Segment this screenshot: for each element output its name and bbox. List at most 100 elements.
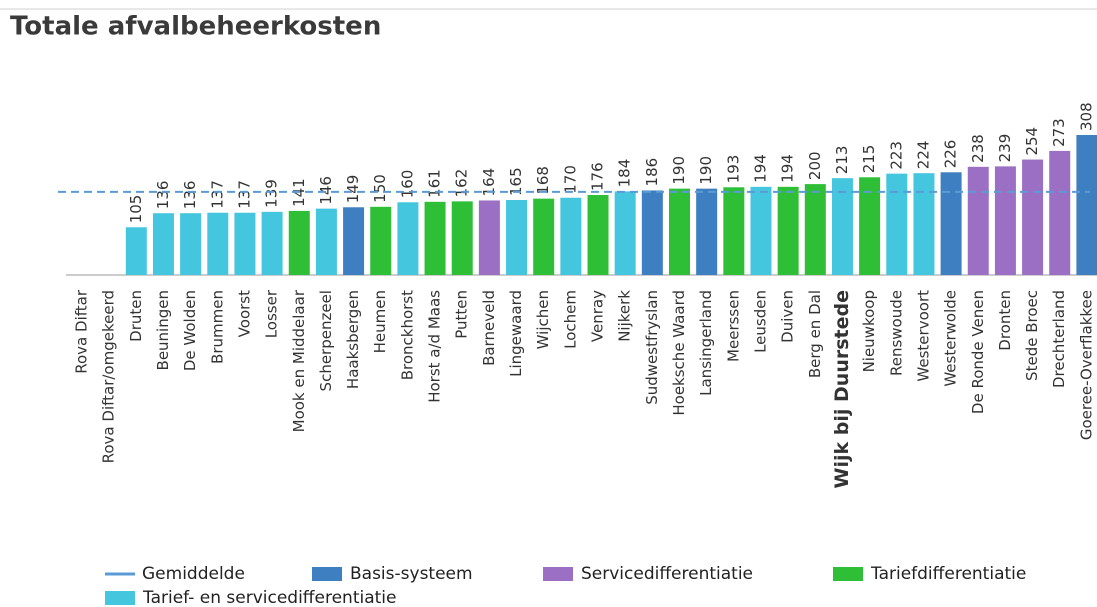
value-label: 223 [887,141,905,170]
x-tick-label: Mook en Middelaar [290,289,308,432]
bar [614,191,636,275]
legend-swatch [543,567,573,581]
bar [125,227,147,275]
x-tick-label: Wijchen [534,290,552,349]
bar [370,206,392,275]
x-tick-label: Hoeksche Waard [670,290,688,416]
x-tick-label: Beuningen [154,290,172,370]
x-tick-label: Stede Broec [1023,290,1041,381]
bar [669,188,690,275]
chart-title: Totale afvalbeheerkosten [10,12,381,42]
value-label: 193 [724,155,742,184]
bar [967,166,989,275]
value-label: 226 [942,140,960,169]
value-label: 136 [154,181,172,210]
bar [831,178,853,275]
x-tick-label: Rova Diftar/omgekeerd [100,290,118,463]
bar [506,200,528,275]
x-tick-label: Lansingerland [697,290,715,396]
value-label: 190 [697,156,715,185]
bar [1022,159,1044,275]
value-label: 139 [263,179,281,208]
value-label: 137 [235,180,253,209]
value-label: 224 [914,141,932,170]
bar [696,188,718,275]
value-label: 213 [833,146,851,175]
x-tick-label: Westerwolde [942,290,960,387]
bar [940,172,962,275]
bar [152,213,174,275]
value-label: 215 [860,145,878,174]
value-label: 186 [643,158,661,187]
bar [886,173,908,275]
bar [804,184,826,275]
bar [859,177,881,275]
value-label: 194 [751,154,769,183]
x-tick-label: Bronckhorst [398,290,416,380]
x-tick-label: Voorst [235,290,253,337]
x-tick-label: Losser [263,289,281,338]
value-label: 308 [1077,102,1095,131]
value-label: 254 [1023,127,1041,156]
bar [207,212,229,275]
bar [587,195,609,275]
bar [343,207,365,275]
value-label: 149 [344,175,362,204]
bar [560,197,582,275]
x-tick-label: Rova Diftar [72,289,90,374]
x-tick-label: Barneveld [480,290,498,366]
x-tick-label: Renswoude [887,290,905,376]
bar [397,202,419,275]
bar [533,198,555,275]
value-label: 164 [480,168,498,197]
x-tick-label: Drechterland [1050,290,1068,388]
bar [777,186,799,275]
legend-swatch [833,567,863,581]
bar [261,211,283,275]
value-label: 194 [779,154,797,183]
value-label: 137 [208,180,226,209]
x-tick-label: De Ronde Venen [969,290,987,414]
x-tick-label: De Wolden [181,290,199,371]
x-tick-label: Westervoort [914,290,932,382]
legend-swatch [312,567,342,581]
bar [913,173,935,275]
x-tick-label: Horst a/d Maas [426,290,444,403]
x-tick-label: Lochem [561,290,579,349]
value-label: 168 [534,166,552,195]
value-label: 200 [806,151,824,180]
value-label: 136 [181,181,199,210]
bar [641,190,663,275]
x-tick-label: Haaksbergen [344,290,362,389]
x-tick-label: Nijkerk [616,290,634,342]
value-label: 239 [996,134,1014,163]
value-label: 165 [507,167,525,196]
x-tick-label: Brummen [208,290,226,364]
x-tick-label: Druten [127,290,145,342]
bar [451,201,473,275]
bar [750,186,772,275]
bar [234,212,256,275]
x-tick-label: Venray [589,290,607,342]
value-label: 161 [426,169,444,198]
bar [180,213,202,275]
value-label: 184 [616,159,634,188]
bar [1049,150,1071,275]
value-label: 160 [398,170,416,199]
value-label: 273 [1050,118,1068,147]
bar [315,208,337,275]
legend-label: Tarief- en servicedifferentiatie [142,588,396,607]
x-tick-label: Putten [453,290,471,339]
bar [478,200,500,275]
x-tick-label: Heumen [371,290,389,353]
x-tick-label: Meerssen [724,290,742,362]
x-tick-label: Sudwestfryslan [643,290,661,405]
x-tick-label: Dronten [996,290,1014,351]
legend-swatch [105,591,135,605]
x-tick-label: Wijk bij Duurstede [831,290,853,488]
x-tick-label: Goeree-Overflakkee [1077,290,1095,440]
bar [288,210,310,275]
bar [994,166,1016,275]
